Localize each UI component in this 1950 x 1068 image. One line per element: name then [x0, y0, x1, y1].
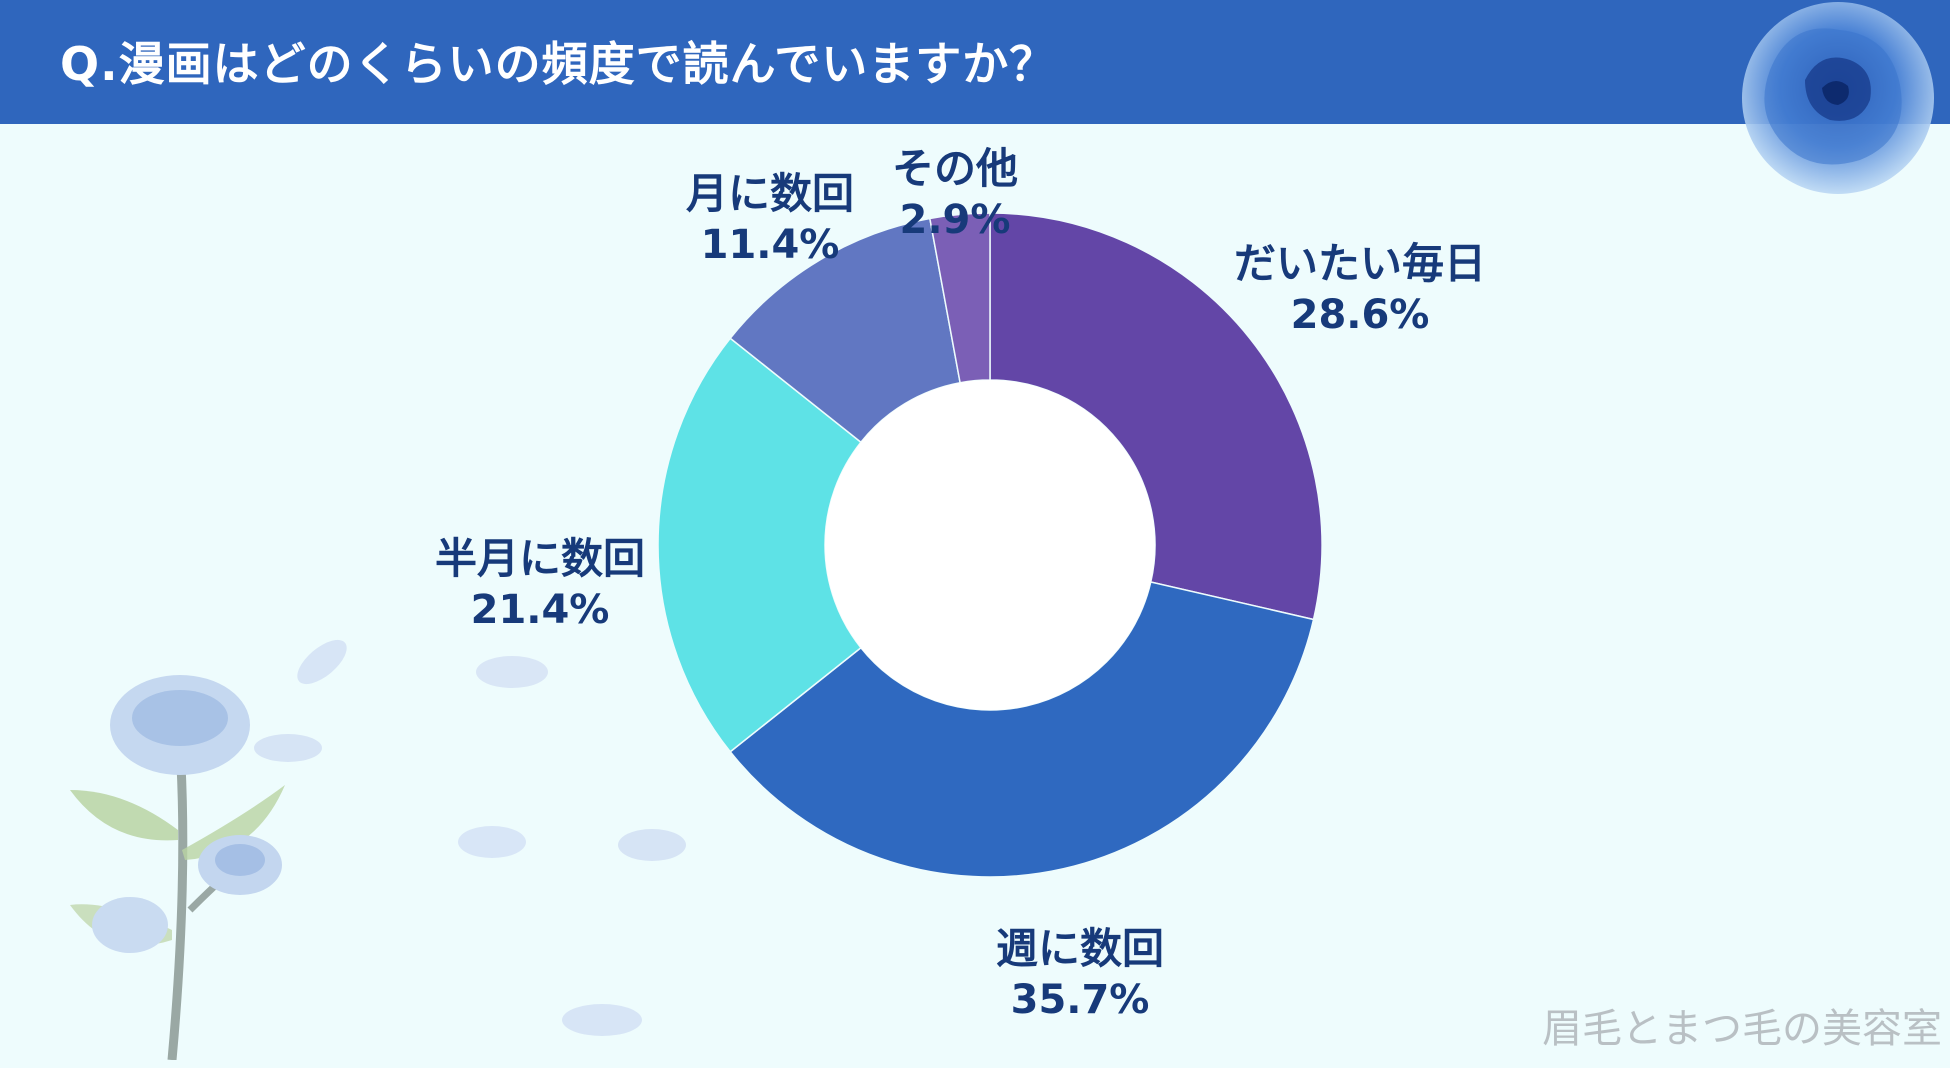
- label-half-monthly-name: 半月に数回: [434, 534, 645, 583]
- rose-bottom-left-icon: [70, 675, 285, 1060]
- watermark: 眉毛とまつ毛の美容室: [1542, 1006, 1942, 1052]
- label-monthly: 月に数回 11.4%: [620, 169, 920, 269]
- label-monthly-name: 月に数回: [685, 169, 854, 218]
- chart-title: Q.漫画はどのくらいの頻度で読んでいますか？: [60, 37, 1057, 91]
- header-bar: Q.漫画はどのくらいの頻度で読んでいますか？: [0, 0, 1950, 124]
- label-other: その他 2.9%: [835, 144, 1075, 244]
- label-other-name: その他: [891, 144, 1018, 193]
- petals-icon: [254, 639, 686, 1036]
- label-half-monthly-value: 21.4%: [470, 587, 610, 634]
- label-weekly-name: 週に数回: [995, 924, 1164, 973]
- label-other-value: 2.9%: [899, 197, 1011, 244]
- label-daily-value: 28.6%: [1290, 292, 1430, 339]
- label-daily: だいたい毎日 28.6%: [1175, 239, 1545, 339]
- rose-top-right-icon: [1742, 2, 1934, 194]
- donut-hole: [825, 380, 1155, 710]
- label-weekly-value: 35.7%: [1010, 977, 1150, 1024]
- label-weekly: 週に数回 35.7%: [905, 924, 1255, 1024]
- label-half-monthly: 半月に数回 21.4%: [355, 534, 725, 634]
- label-monthly-value: 11.4%: [700, 222, 840, 269]
- label-daily-name: だいたい毎日: [1233, 239, 1486, 288]
